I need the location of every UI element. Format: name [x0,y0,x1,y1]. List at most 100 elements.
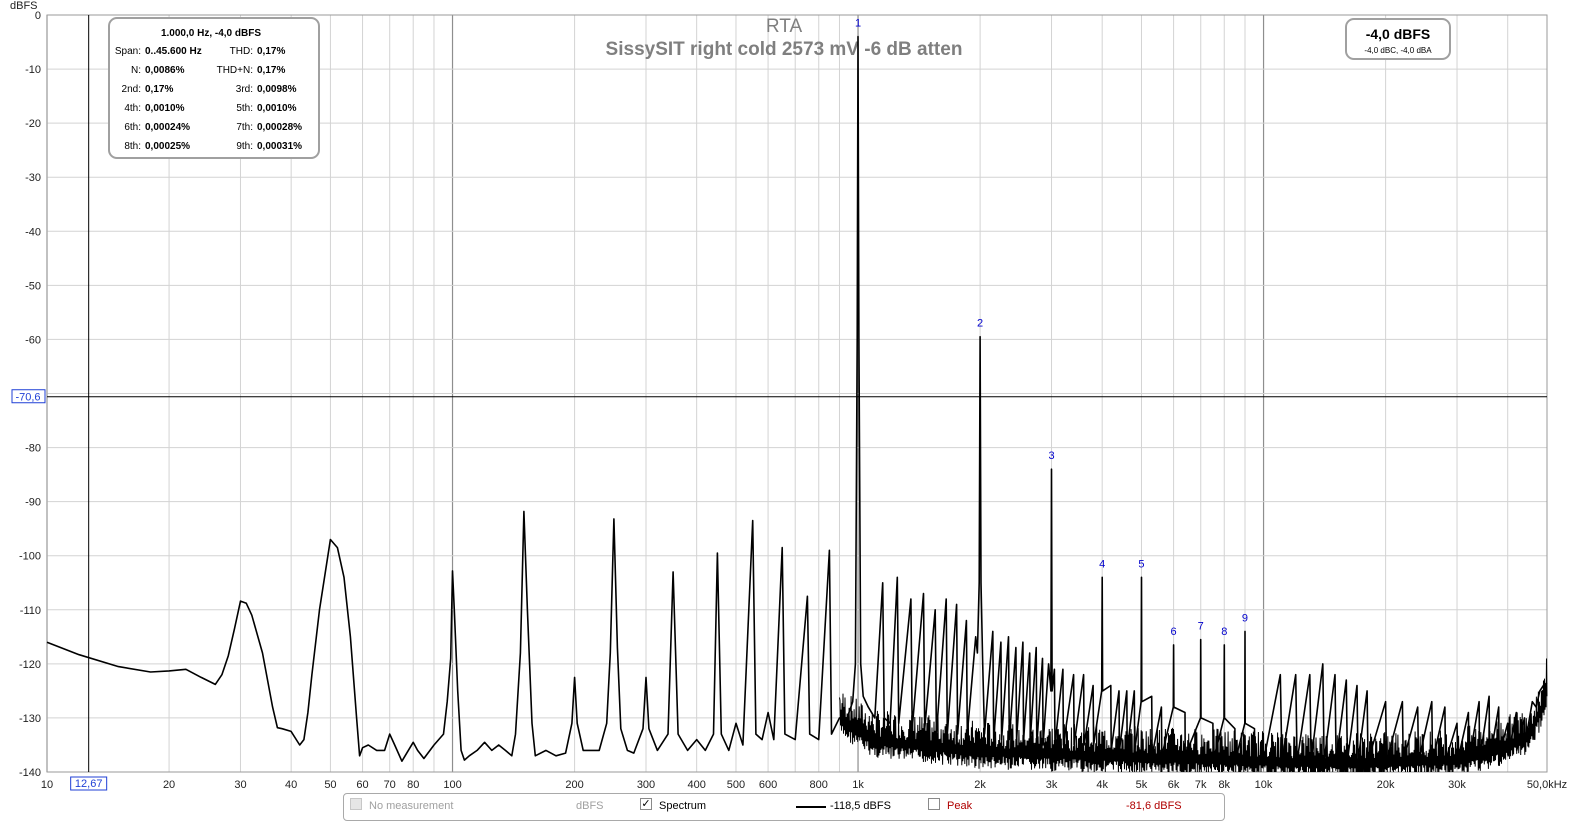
no-measurement-label: No measurement [369,800,454,812]
harmonic-marker-label: 5 [1138,558,1144,570]
x-tick-label: 10k [1255,779,1273,791]
distortion-value: 0,17% [257,46,285,57]
cursor-layer[interactable]: 12,67 -70,6 [11,15,1547,791]
x-tick-label: 3k [1046,779,1058,791]
no-measurement-checkbox[interactable] [350,798,362,810]
x-tick-label: 30 [234,779,246,791]
x-tick-label: 100 [443,779,461,791]
x-tick-label: 10 [41,779,53,791]
distortion-key: 4th: [124,103,141,114]
distortion-key: Span: [115,46,141,57]
distortion-key: 6th: [124,122,141,133]
y-tick-label: -50 [25,280,41,292]
axis-layer: 10 20 30 40 50 60 70 80 100 200 300 400 500 600 800 1k 2… [19,10,1567,791]
distortion-summary-box[interactable]: 1.000,0 Hz, -4,0 dBFS Span: 0..45.600 Hz T… [108,17,320,159]
distortion-key: 9th: [236,141,253,152]
spectrum-line-swatch [796,806,826,808]
cursor-y-readout-box [11,389,46,404]
peak-checkbox[interactable] [928,798,940,810]
distortion-key: THD+N: [217,65,253,76]
level-main-value: -4,0 dBFS [1366,26,1431,42]
distortion-value: 0,0098% [257,84,297,95]
y-tick-label: -20 [25,118,41,130]
distortion-box-frame [108,17,320,159]
distortion-key: 3rd: [236,84,253,95]
harmonic-marker-label: 8 [1221,626,1227,638]
distortion-value: 0,17% [257,65,285,76]
distortion-box-rows: Span: 0..45.600 Hz THD: 0,17% N: 0,0086% THD+N… [115,46,302,152]
y-tick-label: 0 [35,10,41,22]
spectrum-label: Spectrum [659,800,707,812]
x-tick-label: 600 [759,779,777,791]
y-tick-label: -90 [25,497,41,509]
x-tick-label: 300 [637,779,655,791]
cursor-x-readout-box [70,776,108,791]
harmonic-marker-label: 1 [855,18,861,30]
x-tick-label: 20k [1377,779,1395,791]
distortion-value: 0,17% [145,84,173,95]
y-axis-unit-label: dBFS [10,0,38,12]
harmonic-marker-label: 2 [977,318,983,330]
distortion-key: 8th: [124,141,141,152]
harmonic-marker-label: 7 [1198,621,1204,633]
distortion-value: 0,0086% [145,65,185,76]
distortion-box-header: 1.000,0 Hz, -4,0 dBFS [161,28,261,39]
peak-label: Peak [947,800,973,812]
x-tick-label: 1k [852,779,864,791]
distortion-value: 0..45.600 Hz [145,46,202,57]
distortion-value: 0,00028% [257,122,302,133]
spectrum-checkbox[interactable]: ✓ [640,798,652,810]
no-measurement-unit: dBFS [576,800,604,812]
y-tick-label: -80 [25,443,41,455]
plot-border [46,14,1548,773]
y-tick-label: -100 [19,551,41,563]
x-tick-label: 40 [285,779,297,791]
cursor-y-readout: -70,6 [15,392,40,404]
x-tick-label: 500 [727,779,745,791]
chart-title: SissySIT right cold 2573 mV -6 dB atten [606,39,963,60]
x-tick-label: 50,0kHz [1527,779,1567,791]
y-tick-label: -30 [25,172,41,184]
x-tick-label: 5k [1136,779,1148,791]
distortion-key: N: [131,65,141,76]
level-box-frame [1345,18,1451,60]
legend-bar: No measurement dBFS ✓ Spectrum -118,5 dB… [343,793,1225,821]
distortion-key: 5th: [236,103,253,114]
x-tick-label: 800 [810,779,828,791]
distortion-key: THD: [230,46,253,57]
distortion-value: 0,0010% [257,103,297,114]
x-tick-label: 200 [565,779,583,791]
spectrum-noise-floor [839,658,1548,773]
harmonic-marker-label: 9 [1242,612,1248,624]
x-tick-label: 2k [974,779,986,791]
series-layer [46,35,1548,773]
harmonic-marker-label: 6 [1171,626,1177,638]
harmonic-marker-label: 4 [1099,558,1105,570]
distortion-value: 0,00025% [145,141,190,152]
x-tick-label: 60 [356,779,368,791]
x-tick-label: 4k [1096,779,1108,791]
app-title: RTA [766,16,803,37]
y-tick-label: -60 [25,334,41,346]
x-tick-label: 70 [384,779,396,791]
level-readout-box[interactable]: -4,0 dBFS -4,0 dBC, -4,0 dBA [1345,18,1451,60]
level-weighted-values: -4,0 dBC, -4,0 dBA [1364,46,1432,55]
y-tick-label: -140 [19,767,41,779]
x-tick-label: 30k [1448,779,1466,791]
y-tick-label: -120 [19,659,41,671]
y-tick-label: -110 [20,605,41,617]
y-tick-label: -130 [19,713,41,725]
harmonic-marker-layer: 1 2 3 4 5 6 7 8 9 [855,18,1248,638]
y-tick-label: -10 [25,64,41,76]
x-tick-label: 80 [407,779,419,791]
y-tick-label: -40 [25,226,41,238]
cursor-x-readout: 12,67 [75,778,103,790]
distortion-value: 0,00031% [257,141,302,152]
distortion-key: 7th: [236,122,253,133]
x-tick-label: 20 [163,779,175,791]
spectrum-series-line [46,35,1548,763]
distortion-value: 0,00024% [145,122,190,133]
x-tick-label: 7k [1195,779,1207,791]
